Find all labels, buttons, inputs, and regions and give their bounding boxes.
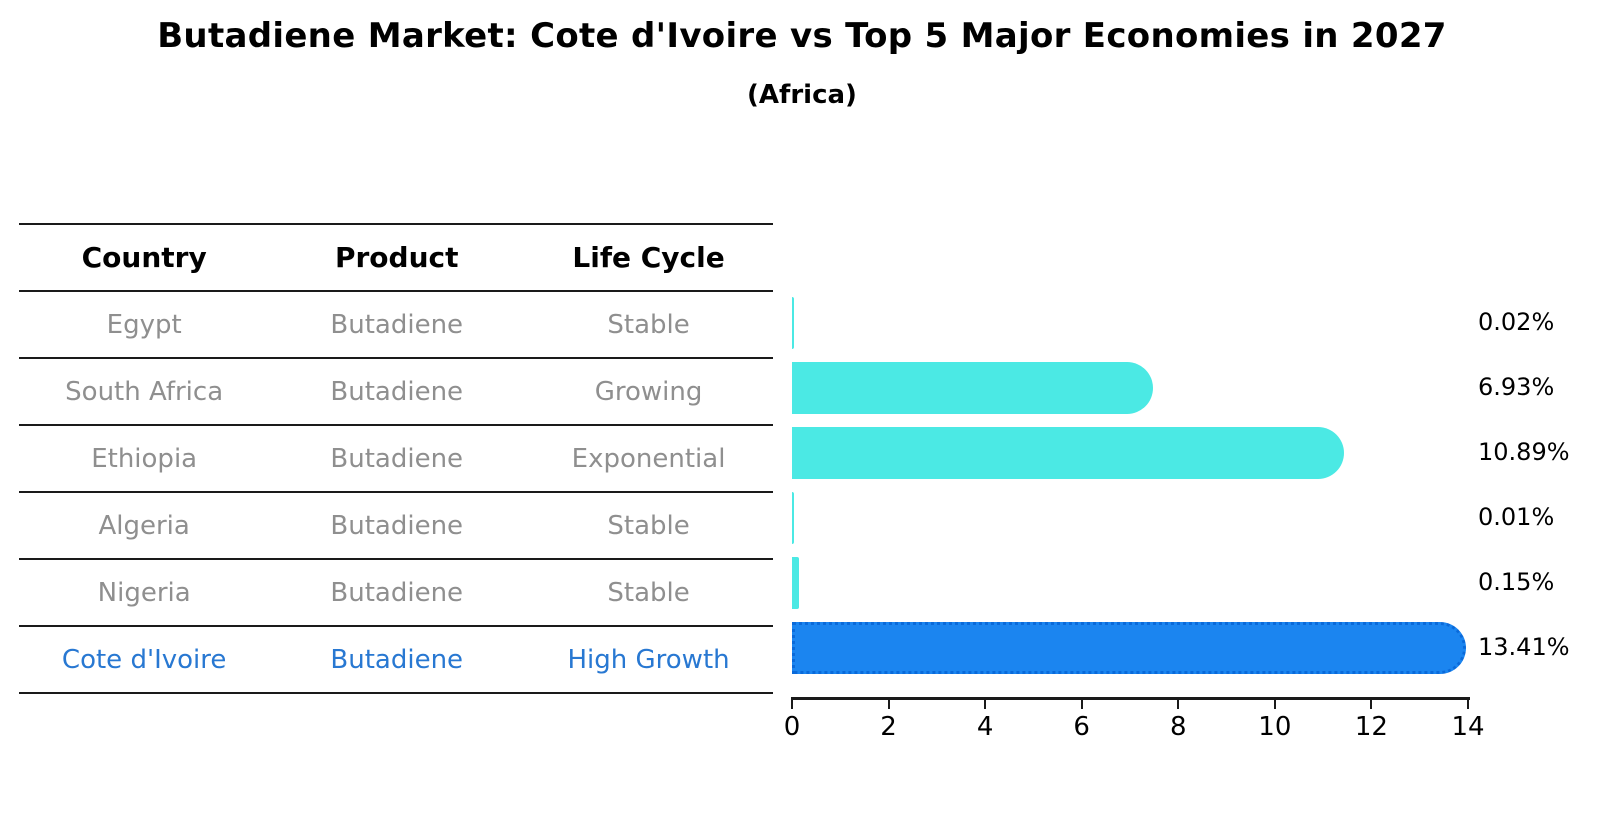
table-row: Algeria Butadiene Stable xyxy=(19,493,773,560)
x-tick-label: 12 xyxy=(1354,712,1388,742)
bar xyxy=(792,491,794,544)
bar-value-label: 6.93% xyxy=(1478,373,1555,401)
cell-country: Cote d'Ivoire xyxy=(61,644,227,675)
x-tick-mark xyxy=(791,700,793,709)
bar-value-label: 10.89% xyxy=(1478,438,1570,466)
cell-product: Butadiene xyxy=(330,443,464,474)
table-body: Egypt Butadiene Stable South Africa Butadien… xyxy=(19,292,773,694)
cell-country: Algeria xyxy=(98,510,190,541)
table-row: Cote d'Ivoire Butadiene High Growth xyxy=(19,627,773,694)
column-header-life-cycle: Life Cycle xyxy=(572,241,725,274)
x-tick-mark xyxy=(1080,700,1083,709)
cell-country: Ethiopia xyxy=(91,443,198,474)
cell-life-cycle: Stable xyxy=(607,510,690,541)
cell-product: Butadiene xyxy=(330,577,464,608)
x-tick-label: 4 xyxy=(976,712,994,742)
bar-value-label: 0.01% xyxy=(1478,503,1555,531)
table-row: Nigeria Butadiene Stable xyxy=(19,560,773,627)
highlight-bar xyxy=(792,621,1466,674)
x-tick-mark xyxy=(1177,700,1180,709)
x-tick-label: 10 xyxy=(1258,712,1292,742)
cell-product: Butadiene xyxy=(330,510,464,541)
x-tick-mark xyxy=(1370,700,1373,709)
x-tick-label: 14 xyxy=(1451,712,1485,742)
bar-value-label: 0.15% xyxy=(1478,568,1555,596)
chart-subtitle: (Africa) xyxy=(747,80,857,110)
column-header-product: Product xyxy=(334,241,459,274)
cell-country: Egypt xyxy=(106,309,182,340)
table-row: Egypt Butadiene Stable xyxy=(19,292,773,359)
cell-life-cycle: Stable xyxy=(607,577,690,608)
table-header-row: Country Product Life Cycle xyxy=(19,223,773,292)
country-table: Country Product Life Cycle Egypt Butadien… xyxy=(19,223,773,694)
x-tick-mark xyxy=(984,700,987,709)
x-axis-line xyxy=(791,697,1470,700)
x-tick-mark xyxy=(1273,700,1276,709)
cell-life-cycle: Growing xyxy=(594,376,703,407)
bar xyxy=(792,556,800,609)
bar-value-label: 13.41% xyxy=(1478,633,1570,661)
table-row: South Africa Butadiene Growing xyxy=(19,359,773,426)
column-header-country: Country xyxy=(81,241,207,274)
bar xyxy=(792,361,1153,414)
chart-title: Butadiene Market: Cote d'Ivoire vs Top 5… xyxy=(157,16,1447,56)
x-tick-mark xyxy=(887,700,890,709)
bar xyxy=(792,426,1344,479)
bar xyxy=(792,296,794,349)
cell-product: Butadiene xyxy=(330,376,464,407)
cell-country: South Africa xyxy=(65,376,224,407)
x-tick-label: 8 xyxy=(1170,712,1187,742)
bar-value-label: 0.02% xyxy=(1478,308,1555,336)
x-tick-mark xyxy=(1467,700,1469,709)
x-tick-label: 2 xyxy=(880,712,897,742)
cell-country: Nigeria xyxy=(97,577,191,608)
cell-life-cycle: High Growth xyxy=(567,644,730,675)
cell-product: Butadiene xyxy=(330,644,464,675)
x-tick-label: 6 xyxy=(1073,712,1090,742)
x-tick-label: 0 xyxy=(783,712,801,742)
cell-life-cycle: Exponential xyxy=(571,443,726,474)
cell-life-cycle: Stable xyxy=(607,309,690,340)
cell-product: Butadiene xyxy=(330,309,464,340)
table-row: Ethiopia Butadiene Exponential xyxy=(19,426,773,493)
